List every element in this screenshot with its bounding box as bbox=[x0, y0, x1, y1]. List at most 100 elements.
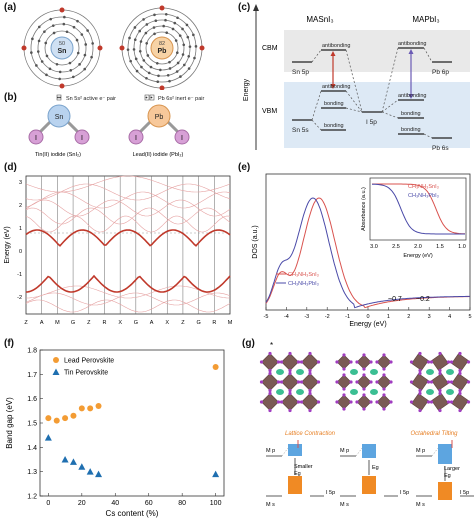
mo-pb-antibonding-vbm: antibonding bbox=[398, 93, 426, 99]
panel-f-label: (f) bbox=[4, 338, 14, 349]
tin-point bbox=[69, 458, 77, 465]
tin-point bbox=[44, 434, 52, 441]
mo-sn-bonding-2: bonding bbox=[324, 123, 344, 129]
dos-legend-sn: CH₃NH₃SnI₃ bbox=[288, 272, 319, 278]
svg-text:G: G bbox=[196, 320, 200, 326]
lead-point bbox=[45, 415, 52, 422]
bandgap-ytick: 1.4 bbox=[27, 445, 37, 452]
absorbance-inset: 3.0 2.5 2.0 1.5 1.0 Energy (eV) Absorbance (… bbox=[361, 177, 467, 259]
sni2-center: Sn bbox=[55, 114, 64, 121]
bandgap-ytick: 1.5 bbox=[27, 421, 37, 428]
dos-plot: -5 -4 -3 -2 -1 0 1 2 3 4 5 Energy (eV) DOS (a.u.) … bbox=[252, 173, 472, 328]
panel-a: (a) 50 Sn 82 Pb bbox=[0, 0, 230, 91]
sn-atom-model: 50 Sn bbox=[21, 7, 103, 89]
panel-c-label: (c) bbox=[238, 2, 251, 13]
inset-ylabel: Absorbance (a.u.) bbox=[361, 187, 367, 231]
inset-xlabel: Energy (eV) bbox=[403, 253, 433, 259]
g-level-m-1: M p bbox=[266, 448, 275, 454]
bandgap-xtick: 100 bbox=[210, 500, 222, 507]
svg-text:R: R bbox=[212, 320, 216, 326]
svg-text:R: R bbox=[102, 320, 106, 326]
mo-sn5p: Sn 5p bbox=[292, 69, 309, 76]
bandgap-ytick: 1.2 bbox=[27, 494, 37, 501]
svg-text:X: X bbox=[165, 320, 169, 326]
svg-text:Z: Z bbox=[181, 320, 185, 326]
sni2-iodide-left: I bbox=[35, 135, 37, 142]
band-ylabel: Energy (eV) bbox=[4, 226, 11, 263]
svg-text:-2: -2 bbox=[325, 314, 330, 320]
panel-e: (e) -5 -4 -3 -2 -1 0 1 2 3 4 5 Energy (eV) DOS (a.… bbox=[236, 160, 474, 330]
dos-legend-pb: CH₃NH₃PbI₃ bbox=[288, 281, 319, 287]
legend-lead-marker bbox=[53, 357, 59, 363]
bandgap-xtick: 60 bbox=[145, 500, 153, 507]
tin-point bbox=[61, 456, 69, 463]
panel-g: (g) * Lattice Contraction Octahedral Til… bbox=[238, 336, 474, 520]
svg-text:2: 2 bbox=[407, 314, 410, 320]
bandgap-ytick: 1.3 bbox=[27, 469, 37, 476]
g-larger: Larger bbox=[444, 466, 460, 472]
dos-annot-1: ~0.7 bbox=[388, 296, 402, 303]
panel-b: (b) Sn 5s² active e⁻ pair Sn I I Tin(II)… bbox=[0, 90, 230, 160]
lead-point bbox=[53, 417, 60, 424]
svg-text:0: 0 bbox=[19, 249, 22, 255]
bandgap-ytick: 1.7 bbox=[27, 372, 37, 379]
band-structure: Energy (eV) 3 2 1 0 -1 -2 Z A M G Z R X G A X Z G R M bbox=[4, 175, 233, 326]
inset-legend-pb: CH₃NH₃PbI₃ bbox=[408, 193, 439, 199]
panel-g-label: (g) bbox=[242, 338, 255, 349]
svg-text:-1: -1 bbox=[17, 272, 22, 278]
mo-title-left: MASnI₃ bbox=[306, 15, 333, 24]
pbi2-iodide-right: I bbox=[181, 135, 183, 142]
svg-text:1.0: 1.0 bbox=[458, 244, 466, 250]
svg-text:1: 1 bbox=[387, 314, 390, 320]
bandgap-ytick: 1.8 bbox=[27, 348, 37, 355]
pbi2-iodide-left: I bbox=[135, 135, 137, 142]
svg-text:3.0: 3.0 bbox=[370, 244, 378, 250]
sn-symbol: Sn bbox=[58, 48, 67, 55]
g-level-m-3: M p bbox=[416, 448, 425, 454]
svg-text:1.5: 1.5 bbox=[436, 244, 444, 250]
panel-b-label: (b) bbox=[4, 92, 17, 103]
sni2-iodide-right: I bbox=[81, 135, 83, 142]
dos-ylabel: DOS (a.u.) bbox=[252, 225, 259, 258]
pbi2-diagram: Pb 6s² inert e⁻ pair Pb I I Lead(II) iod… bbox=[128, 94, 204, 158]
panel-d: (d) Energy (eV) 3 2 1 0 -1 -2 Z A M G Z R X G A X Z G R M bbox=[0, 160, 236, 330]
svg-text:-5: -5 bbox=[264, 314, 269, 320]
mo-pb-bonding-2: bonding bbox=[401, 127, 421, 133]
lead-point bbox=[95, 402, 102, 409]
lead-point bbox=[70, 412, 77, 419]
g-eg-2: Eg bbox=[372, 465, 379, 471]
tin-point bbox=[86, 468, 94, 475]
mo-title-right: MAPbI₃ bbox=[412, 15, 439, 24]
mo-cbm: CBM bbox=[262, 45, 278, 52]
svg-text:-4: -4 bbox=[284, 314, 289, 320]
panel-e-label: (e) bbox=[238, 162, 251, 173]
svg-text:3: 3 bbox=[428, 314, 431, 320]
svg-text:5: 5 bbox=[468, 314, 471, 320]
panel-d-label: (d) bbox=[4, 162, 17, 173]
dos-annot-2: ~0.2 bbox=[416, 296, 430, 303]
tin-point bbox=[95, 470, 103, 478]
mo-energy-axis: Energy bbox=[243, 78, 250, 101]
svg-text:X: X bbox=[118, 320, 122, 326]
svg-text:1: 1 bbox=[19, 226, 22, 232]
svg-text:-3: -3 bbox=[304, 314, 309, 320]
panel-f: (f) 1.2 1.3 1.4 1.5 1.6 1.7 1.8 0 20 40 60 80 100 L… bbox=[0, 336, 236, 520]
svg-text:2.0: 2.0 bbox=[414, 244, 422, 250]
svg-text:M: M bbox=[228, 320, 233, 326]
g-level-i-3: I 5p bbox=[460, 490, 469, 496]
g-smaller: Smaller bbox=[294, 464, 313, 470]
svg-text:Z: Z bbox=[24, 320, 28, 326]
sni2-caption: Tin(II) iodide (SnI₂) bbox=[35, 152, 81, 158]
bandgap-ytick: 1.6 bbox=[27, 396, 37, 403]
lead-point bbox=[212, 364, 219, 371]
pb-symbol: Pb bbox=[158, 48, 167, 55]
pbi2-caption: Lead(II) iodide (PbI₂) bbox=[133, 152, 184, 158]
panel-c: (c) Energy MASnI₃ MAPbI₃ CBM VBM bbox=[236, 0, 474, 160]
svg-text:3: 3 bbox=[19, 180, 22, 186]
pb-pair-note: Pb 6s² inert e⁻ pair bbox=[158, 96, 204, 102]
g-level-ms-1: M s bbox=[266, 502, 275, 508]
dos-xlabel: Energy (eV) bbox=[349, 321, 386, 328]
mo-sn5s: Sn 5s bbox=[292, 127, 309, 134]
svg-text:2.5: 2.5 bbox=[392, 244, 400, 250]
mo-i5p: I 5p bbox=[366, 119, 377, 126]
